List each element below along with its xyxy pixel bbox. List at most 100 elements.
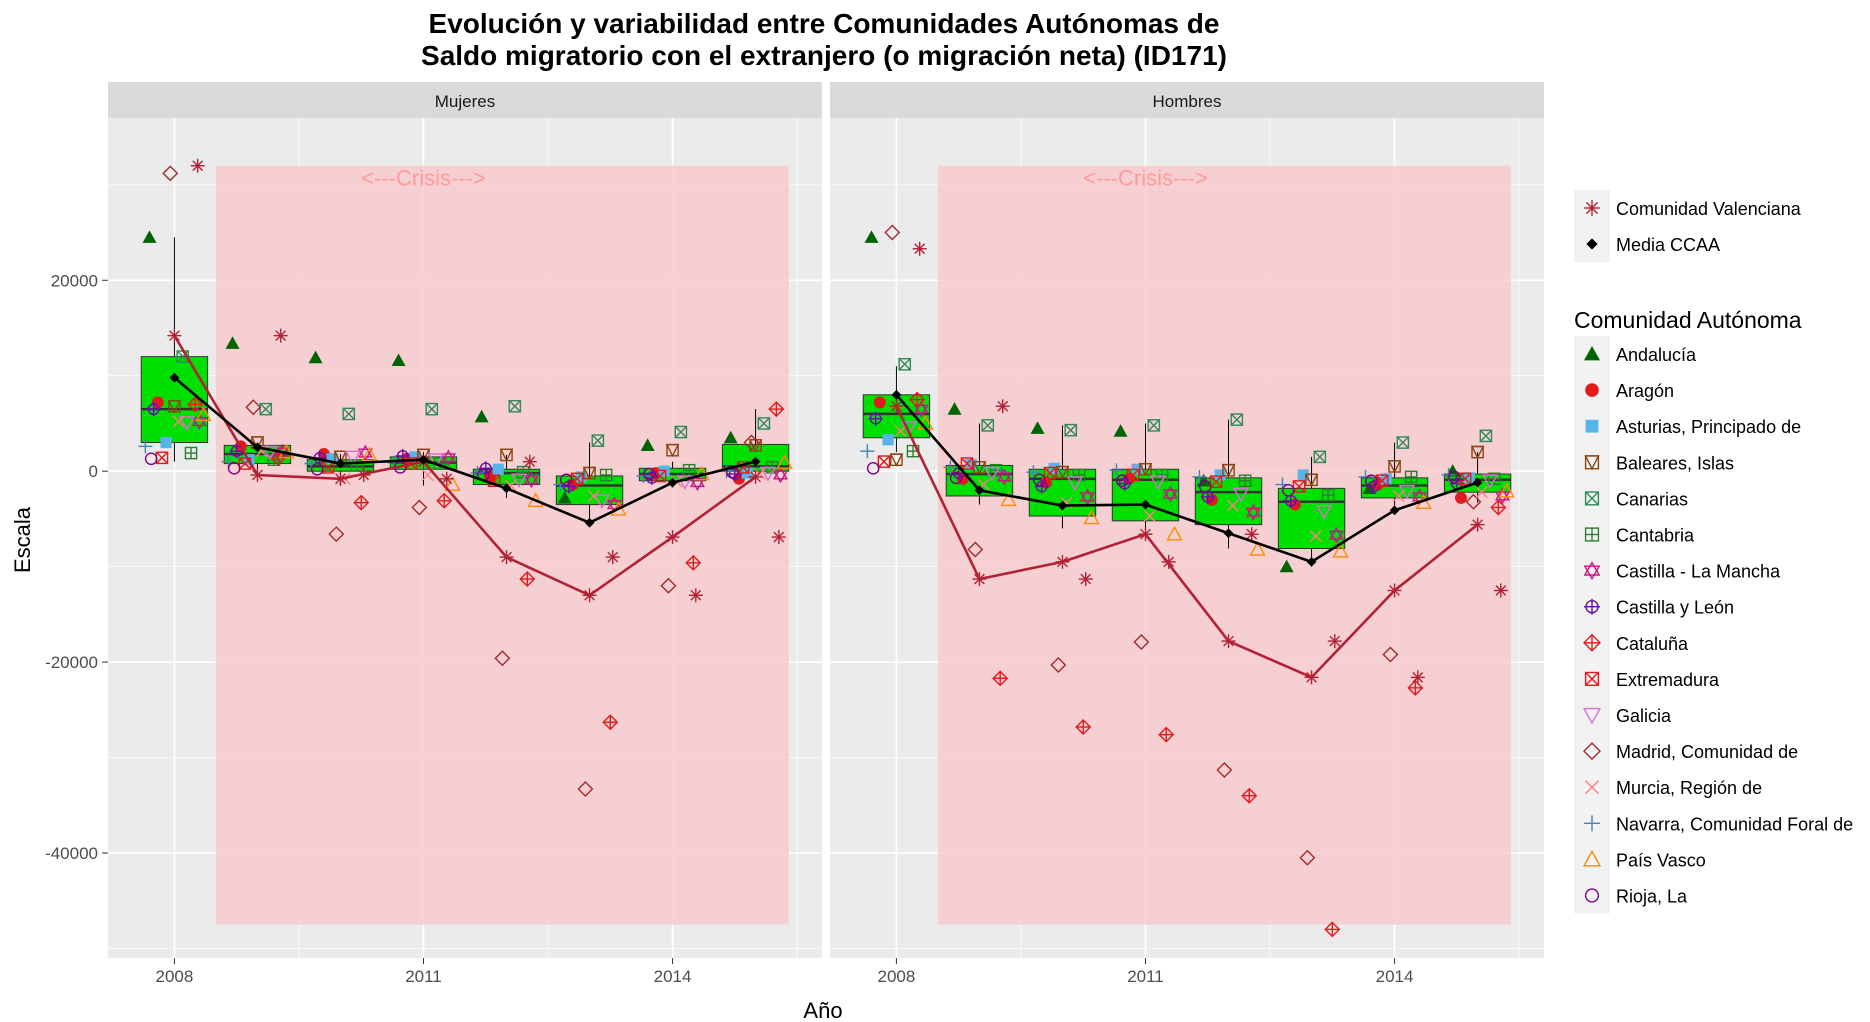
point (523, 471, 539, 489)
point (187, 396, 204, 413)
y-tick-label: 20000 (51, 271, 98, 290)
legend-item: Aragón (1574, 372, 1674, 409)
point (1382, 646, 1399, 663)
point (992, 670, 1009, 687)
series-catalu-a (187, 396, 785, 731)
series-canarias (898, 357, 1493, 464)
point (1410, 670, 1425, 685)
point (440, 449, 456, 467)
mean-point (584, 517, 595, 528)
point (949, 471, 963, 485)
point (1498, 482, 1515, 498)
point (1313, 450, 1327, 464)
crisis-region (937, 165, 1511, 925)
point (689, 474, 705, 492)
chart-title-line-1: Evolución y variabilidad entre Comunidad… (429, 8, 1220, 39)
valenciana-line (895, 405, 1479, 679)
point (577, 781, 594, 798)
point (1034, 479, 1049, 494)
legend-label: Asturias, Principado de (1616, 417, 1801, 437)
y-tick-label: -20000 (45, 653, 98, 672)
point (144, 452, 158, 466)
point (499, 448, 514, 463)
point (1072, 468, 1086, 482)
point (913, 400, 929, 418)
point (391, 353, 406, 367)
point (1465, 493, 1482, 510)
point (474, 409, 489, 423)
legend-title: Comunidad Autónoma (1574, 307, 1802, 333)
point (996, 468, 1012, 486)
point (439, 471, 454, 486)
legend-label: Comunidad Valenciana (1616, 199, 1802, 219)
point (960, 457, 974, 470)
legend-item: Comunidad Valenciana (1574, 190, 1802, 226)
point (1064, 423, 1078, 437)
point (559, 473, 573, 487)
point (1216, 761, 1233, 778)
point (882, 434, 894, 446)
legend-label: Rioja, La (1616, 887, 1688, 907)
point (759, 466, 777, 482)
point (772, 466, 789, 484)
legend-key (1582, 849, 1602, 867)
point (688, 588, 703, 603)
point (427, 453, 445, 469)
point (1299, 849, 1316, 866)
legend-key (1584, 888, 1600, 903)
point (1149, 475, 1167, 491)
legend: Comunidad Valenciana Media CCAA Comunidad … (1574, 190, 1853, 914)
legend-label: Canarias (1616, 489, 1688, 509)
point (1155, 468, 1169, 482)
series-madrid-comunidad-de (884, 224, 1482, 866)
mean-point (335, 458, 346, 469)
point (591, 434, 605, 447)
legend-item: País Vasco (1574, 841, 1706, 878)
valenciana-point (1470, 517, 1485, 532)
point (328, 526, 345, 543)
crisis-label: <---Crisis---> (1083, 165, 1208, 190)
point (757, 417, 771, 430)
legend-label: Cantabria (1616, 526, 1695, 546)
x-tick-label: 2011 (405, 967, 442, 986)
point (1455, 491, 1467, 504)
point (1292, 480, 1306, 493)
point (1147, 419, 1161, 432)
legend-key (1584, 455, 1600, 471)
legend-item: Cataluña (1574, 624, 1689, 661)
point (610, 500, 627, 516)
point (261, 445, 279, 461)
mean-line (895, 393, 1478, 564)
point (1324, 921, 1341, 938)
point (1470, 445, 1485, 460)
point (494, 650, 511, 667)
point (660, 577, 677, 594)
valenciana-point (250, 468, 265, 482)
legend-label: Andalucía (1616, 345, 1697, 365)
facet-panels: Mujeres <---Crisis---> 2008 2011 2014 20000 0 -… (45, 82, 1544, 986)
mean-point (1223, 528, 1234, 539)
legend-key (1584, 815, 1600, 832)
point (1365, 474, 1378, 488)
point (519, 571, 536, 588)
point (1032, 473, 1046, 487)
legend-item: Cantabria (1574, 516, 1695, 553)
legend-item: Andalucía (1574, 336, 1697, 372)
valenciana-point (748, 469, 763, 484)
point (227, 462, 241, 475)
legend-label: Media CCAA (1616, 235, 1720, 255)
point (308, 350, 323, 364)
legend-item: Asturias, Principado de (1574, 408, 1801, 445)
point (1327, 634, 1342, 649)
point (1392, 489, 1405, 503)
point (1109, 463, 1124, 478)
valenciana-point (499, 550, 514, 565)
mean-point (974, 485, 985, 496)
crisis-region (215, 165, 789, 925)
mean-point (1140, 499, 1151, 510)
point (1126, 468, 1140, 482)
x-tick-label: 2008 (878, 967, 916, 986)
point (160, 436, 172, 449)
point (868, 411, 883, 426)
mean-point (1306, 556, 1317, 567)
